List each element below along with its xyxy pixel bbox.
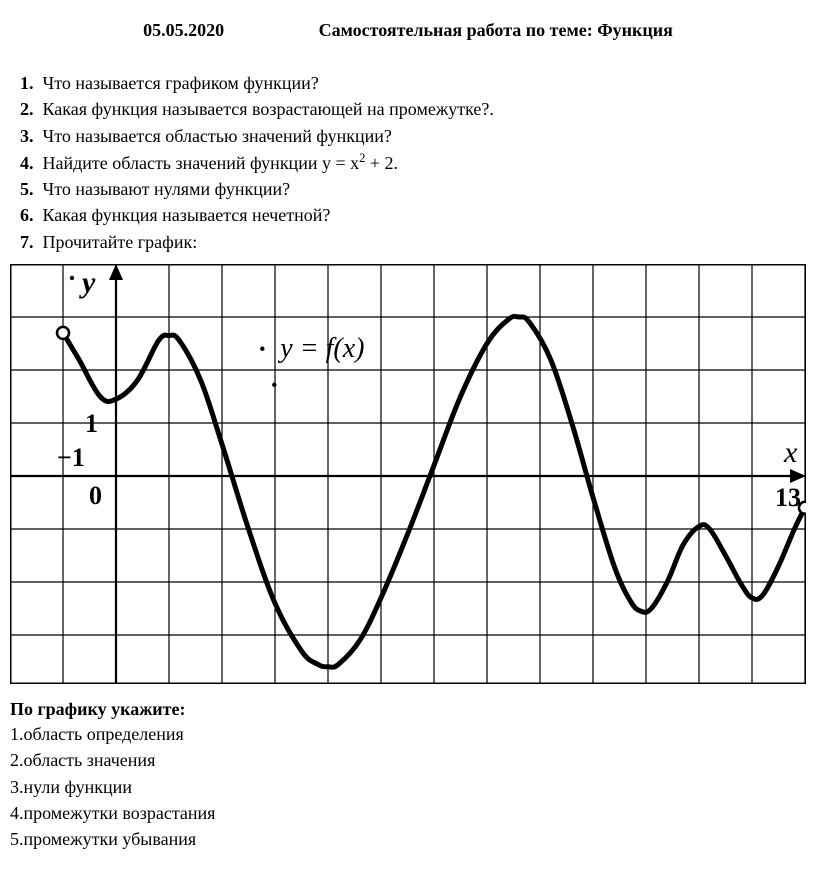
question-item: 2. Какая функция называется возрастающей… <box>20 97 806 121</box>
question-item: 7. Прочитайте график: <box>20 230 806 254</box>
question-number: 6. <box>20 203 38 227</box>
function-graph: y x y = f(x) −11 0 13 <box>10 264 806 689</box>
question-number: 1. <box>20 71 38 95</box>
svg-text:y = f(x): y = f(x) <box>277 333 364 364</box>
question-item: 1. Что называется графиком функции? <box>20 71 806 95</box>
sublist-item: 5.промежутки убывания <box>10 827 806 851</box>
sub-list: 1.область определения2.область значения 3… <box>10 722 806 851</box>
questions-list: 1. Что называется графиком функции?2. Ка… <box>10 71 806 254</box>
question-item: 3. Что называется областью значений функ… <box>20 124 806 148</box>
sublist-item: 4.промежутки возрастания <box>10 801 806 825</box>
question-number: 5. <box>20 177 38 201</box>
svg-text:13: 13 <box>775 483 801 512</box>
sub-heading: По графику укажите: <box>10 699 806 720</box>
header-title: Самостоятельная работа по теме: Функция <box>319 20 673 40</box>
header-date: 05.05.2020 <box>143 20 224 41</box>
question-number: 3. <box>20 124 38 148</box>
question-item: 4. Найдите область значений функции y = … <box>20 150 806 175</box>
page-header: 05.05.2020 Самостоятельная работа по тем… <box>10 20 806 41</box>
svg-text:x: x <box>783 436 798 469</box>
question-item: 5. Что называют нулями функции? <box>20 177 806 201</box>
question-number: 7. <box>20 230 38 254</box>
svg-text:y: y <box>79 266 96 299</box>
sublist-item: 2.область значения <box>10 748 806 772</box>
sublist-item: 3.нули функции <box>10 775 806 799</box>
question-number: 4. <box>20 151 38 175</box>
question-number: 2. <box>20 97 38 121</box>
svg-text:1: 1 <box>85 409 98 438</box>
svg-text:0: 0 <box>89 481 102 510</box>
question-item: 6. Какая функция называется нечетной? <box>20 203 806 227</box>
svg-text:−1: −1 <box>57 443 85 472</box>
sublist-item: 1.область определения <box>10 722 806 746</box>
